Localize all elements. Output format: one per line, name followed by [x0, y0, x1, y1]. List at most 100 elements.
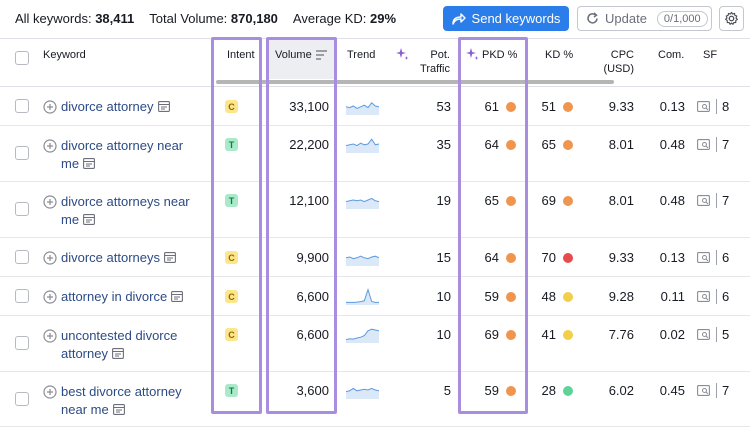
sf-divider [716, 289, 717, 304]
average-kd-label: Average KD: [292, 10, 367, 26]
row-checkbox[interactable] [15, 250, 29, 264]
trend-line [346, 102, 379, 109]
keyword-cell[interactable]: divorce attorney [43, 98, 170, 116]
keyword-link[interactable]: best divorce attorney near me [61, 383, 182, 419]
keyword-line-1: best divorce attorney [61, 384, 182, 399]
update-button[interactable]: Update 0/1,000 [577, 6, 712, 31]
trend-area [346, 329, 379, 343]
trend-area [346, 198, 379, 209]
pot-traffic-value: 10 [436, 289, 451, 304]
pkd-value: 61 [484, 99, 499, 114]
keyword-line-1: divorce attorney [61, 99, 154, 114]
intent-badge[interactable]: T [225, 194, 238, 207]
keyword-cell[interactable]: divorce attorney near me [43, 137, 183, 173]
volume-value: 12,100 [289, 193, 329, 208]
intent-badge[interactable]: T [225, 384, 238, 397]
column-pot-traffic[interactable]: Pot. Traffic [418, 48, 450, 76]
column-com[interactable]: Com. [658, 49, 685, 61]
column-keyword[interactable]: Keyword [43, 49, 86, 61]
keyword-cell[interactable]: uncontested divorce attorney [43, 327, 177, 363]
column-pkd[interactable]: PKD % [482, 49, 518, 61]
sf-count: 7 [722, 193, 730, 208]
add-plus-icon[interactable] [43, 385, 57, 399]
keyword-cell[interactable]: attorney in divorce [43, 288, 184, 306]
add-plus-icon[interactable] [43, 251, 57, 265]
settings-button[interactable] [719, 6, 744, 31]
serp-preview-icon[interactable] [171, 291, 184, 302]
pkd-indicator-dot [506, 140, 516, 150]
pkd-indicator-dot [506, 386, 516, 396]
add-plus-icon[interactable] [43, 139, 57, 153]
kd-indicator-dot [563, 140, 573, 150]
column-sf[interactable]: SF [703, 49, 718, 61]
keyword-link[interactable]: divorce attorney [61, 98, 170, 116]
row-checkbox[interactable] [15, 392, 29, 406]
kd-value: 51 [541, 99, 556, 114]
intent-badge[interactable]: T [225, 138, 238, 151]
row-checkbox[interactable] [15, 146, 29, 160]
serp-features-icon[interactable] [697, 252, 710, 263]
row-checkbox[interactable] [15, 99, 29, 113]
keyword-link[interactable]: divorce attorneys [61, 249, 176, 267]
row-checkbox[interactable] [15, 336, 29, 350]
serp-preview-icon[interactable] [157, 101, 170, 112]
add-plus-icon[interactable] [43, 195, 57, 209]
volume-value: 22,200 [289, 137, 329, 152]
trend-sparkline [346, 102, 379, 115]
keyword-line-1: divorce attorneys [61, 250, 160, 265]
select-all-checkbox[interactable] [15, 51, 29, 65]
volume-value: 3,600 [296, 383, 329, 398]
serp-preview-icon[interactable] [83, 158, 96, 169]
intent-badge[interactable]: C [225, 328, 238, 341]
intent-badge[interactable]: C [225, 290, 238, 303]
keyword-cell[interactable]: divorce attorneys [43, 249, 176, 267]
horizontal-scrollbar[interactable] [216, 80, 614, 84]
pkd-value: 64 [484, 137, 499, 152]
column-cpc[interactable]: CPC (USD) [602, 48, 634, 76]
cpc-value: 6.02 [608, 383, 634, 398]
serp-preview-icon[interactable] [112, 404, 125, 415]
row-checkbox[interactable] [15, 202, 29, 216]
keyword-link[interactable]: divorce attorneys near me [61, 193, 190, 229]
add-plus-icon[interactable] [43, 100, 57, 114]
competition-value: 0.48 [659, 137, 685, 152]
pot-traffic-value: 35 [436, 137, 451, 152]
add-plus-icon[interactable] [43, 329, 57, 343]
add-plus-icon[interactable] [43, 290, 57, 304]
intent-badge[interactable]: C [225, 100, 238, 113]
pkd-value: 64 [484, 250, 499, 265]
intent-badge[interactable]: C [225, 251, 238, 264]
trend-sparkline [346, 138, 379, 153]
serp-features-icon[interactable] [697, 139, 710, 150]
total-volume-value: 870,180 [230, 10, 278, 26]
serp-features-icon[interactable] [697, 329, 710, 340]
serp-features-icon[interactable] [697, 291, 710, 302]
trend-line [346, 138, 379, 147]
pkd-indicator-dot [506, 196, 516, 206]
column-trend[interactable]: Trend [347, 49, 376, 61]
serp-features-icon[interactable] [697, 385, 710, 396]
keyword-link[interactable]: uncontested divorce attorney [61, 327, 177, 363]
trend-area [346, 102, 379, 115]
pot-traffic-value: 19 [436, 193, 451, 208]
keyword-cell[interactable]: divorce attorneys near me [43, 193, 190, 229]
send-keywords-button[interactable]: Send keywords [443, 6, 569, 31]
keyword-link[interactable]: attorney in divorce [61, 288, 184, 306]
kd-value: 69 [541, 193, 556, 208]
competition-value: 0.11 [660, 289, 685, 304]
serp-preview-icon[interactable] [112, 348, 124, 359]
serp-preview-icon[interactable] [164, 252, 176, 263]
sf-divider [716, 383, 717, 398]
serp-features-icon[interactable] [697, 101, 710, 112]
column-kd[interactable]: KD % [545, 49, 574, 61]
trend-line [346, 197, 379, 203]
row-checkbox[interactable] [15, 289, 29, 303]
column-intent[interactable]: Intent [227, 49, 255, 61]
sort-descending-icon[interactable] [316, 50, 327, 60]
keyword-link[interactable]: divorce attorney near me [61, 137, 183, 173]
serp-preview-icon[interactable] [83, 214, 96, 225]
column-volume[interactable]: Volume [275, 49, 312, 61]
keyword-cell[interactable]: best divorce attorney near me [43, 383, 182, 419]
trend-area [346, 139, 379, 153]
serp-features-icon[interactable] [697, 195, 710, 206]
